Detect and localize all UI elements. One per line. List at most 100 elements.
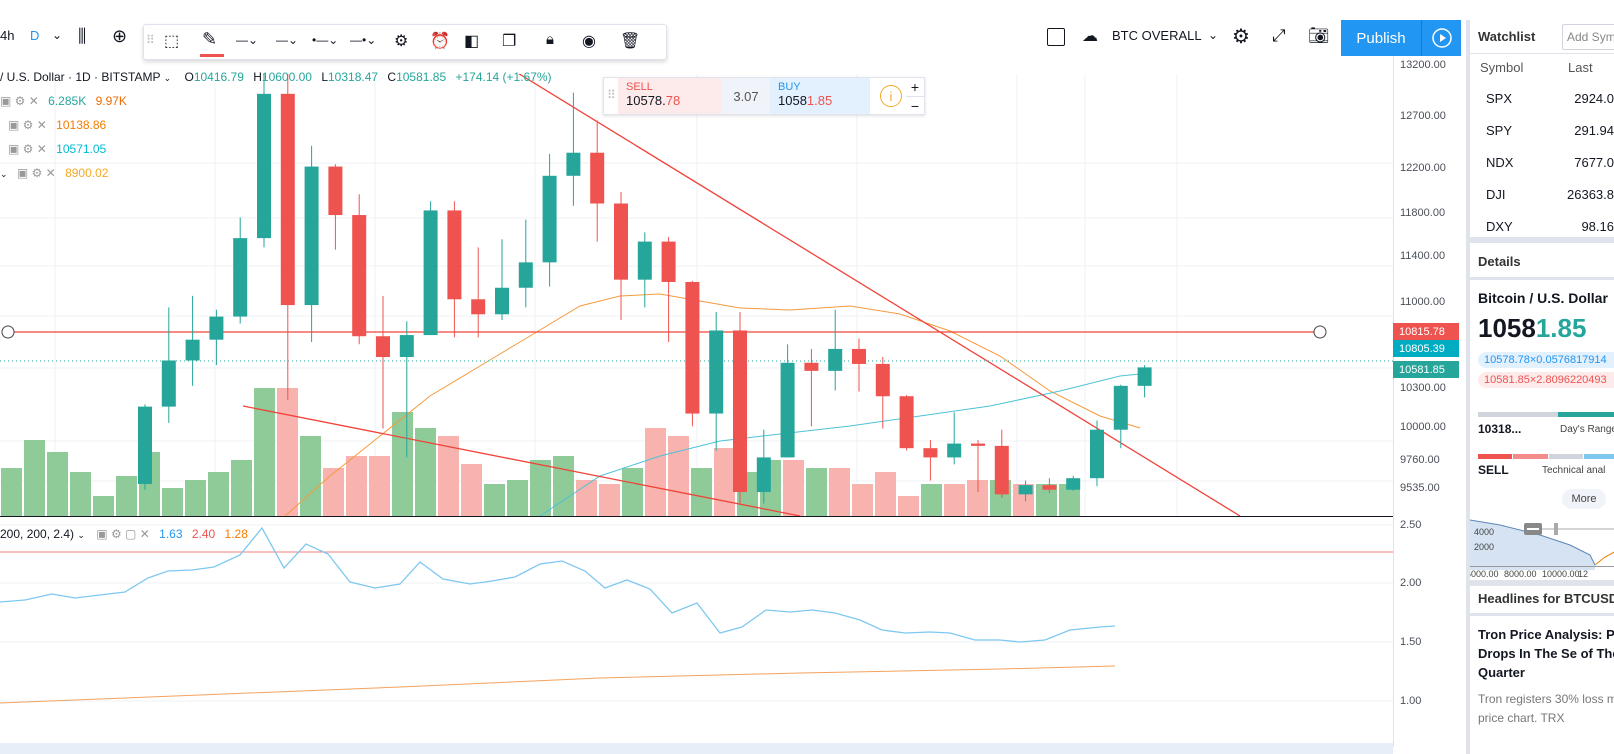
time-axis[interactable] (0, 743, 1393, 754)
clone-icon[interactable]: ❐ (502, 33, 517, 50)
drag-handle-icon[interactable]: ⠿ (146, 33, 155, 47)
candle[interactable] (138, 404, 152, 490)
candle[interactable] (1066, 475, 1081, 491)
trend-line-descending[interactable] (489, 56, 1241, 516)
candle[interactable] (1042, 478, 1057, 494)
chevron-down-icon[interactable]: ⌄ (163, 73, 172, 83)
candle[interactable] (1137, 365, 1152, 398)
sell-button[interactable]: SELL 10578.78 (618, 78, 722, 114)
candle[interactable] (376, 295, 390, 429)
candle[interactable] (971, 440, 985, 493)
candle[interactable] (495, 239, 509, 321)
candle[interactable] (875, 357, 890, 429)
legend-settings-icons[interactable]: ▣ ⚙ ✕ (8, 142, 47, 156)
ma-line-orange[interactable] (284, 293, 1141, 516)
watchlist-row[interactable]: SPX 2924.0 (1470, 82, 1614, 114)
candle-type-icon[interactable]: ⫼ (78, 26, 87, 46)
indicator-settings-icons[interactable]: ▣ ⚙ ▢ ✕ (96, 527, 150, 541)
drag-handle-icon[interactable]: ⠿ (607, 88, 616, 102)
candle[interactable] (828, 309, 843, 391)
candle[interactable] (661, 236, 676, 342)
candle[interactable] (352, 194, 367, 345)
candle[interactable] (542, 153, 557, 287)
line-handle-left[interactable] (1, 325, 15, 339)
legend-settings-icons[interactable]: ▣ ⚙ ✕ (8, 118, 47, 132)
pencil-icon[interactable]: ✎ (202, 29, 218, 49)
chevron-down-icon[interactable]: ⌄ (77, 530, 85, 540)
qty-minus-button[interactable]: − (906, 96, 924, 114)
candle[interactable] (923, 440, 938, 481)
select-area-icon[interactable]: ⬚ (164, 33, 180, 50)
candle[interactable] (209, 309, 224, 366)
candle[interactable] (1113, 384, 1128, 449)
line-dash-icon[interactable]: •—⌄ (312, 33, 339, 47)
add-indicator-icon[interactable]: ⊕ (112, 26, 128, 46)
candle[interactable] (994, 429, 1009, 498)
line-end-icon[interactable]: —•⌄ (350, 33, 377, 47)
indicator-axis[interactable]: 2.50 2.00 1.50 1.00 (1393, 517, 1460, 747)
candle[interactable] (804, 348, 819, 427)
layers-icon[interactable]: ◧ (464, 33, 480, 50)
col-last[interactable]: Last (1568, 60, 1593, 75)
trend-line-lower[interactable] (242, 405, 801, 516)
candle[interactable] (852, 338, 866, 392)
price-axis[interactable]: 13200.00 12700.00 12200.00 11800.00 11400.00… (1393, 56, 1460, 516)
candle[interactable] (423, 201, 438, 336)
eye-icon[interactable]: ◉ (582, 33, 596, 50)
watchlist-row[interactable]: DJI 26363.8 (1470, 178, 1614, 210)
candle[interactable] (947, 412, 962, 465)
ma-line-teal[interactable] (539, 373, 1141, 516)
camera-icon[interactable]: 📷︎ (1308, 26, 1330, 45)
publish-button[interactable]: Publish (1341, 20, 1421, 56)
qty-plus-button[interactable]: + (910, 79, 920, 95)
layout-name[interactable]: BTC OVERALL (1112, 28, 1202, 43)
pane-separator[interactable] (0, 516, 1393, 517)
candle[interactable] (733, 311, 747, 504)
legend-settings-icons[interactable]: ▣ ⚙ ✕ (0, 94, 39, 108)
candle[interactable] (257, 65, 271, 248)
expand-icon[interactable]: ⤢ (1272, 26, 1286, 45)
line-style-icon[interactable]: —⌄ (236, 33, 259, 47)
interval-chevron-icon[interactable]: ⌄ (52, 28, 63, 42)
candle[interactable] (1090, 420, 1104, 487)
line-width-icon[interactable]: —⌄ (276, 33, 299, 47)
candle[interactable] (161, 307, 176, 423)
candle[interactable] (328, 164, 343, 250)
add-symbol-input[interactable]: Add Sym (1562, 24, 1614, 50)
interval-d[interactable]: D (30, 28, 40, 43)
indicator-chart[interactable] (0, 517, 1393, 754)
cloud-icon[interactable]: ☁︎ (1082, 28, 1098, 45)
candle[interactable] (447, 201, 462, 338)
headline-title[interactable]: Tron Price Analysis: Price Drops In The … (1478, 627, 1614, 680)
candle[interactable] (685, 280, 700, 427)
candle[interactable] (471, 247, 486, 338)
candle[interactable] (566, 92, 581, 206)
candle[interactable] (280, 65, 295, 400)
candle[interactable] (233, 217, 248, 324)
layout-chevron-icon[interactable]: ⌄ (1208, 28, 1219, 42)
symbol-title[interactable]: / U.S. Dollar · 1D · BITSTAMP (0, 70, 161, 84)
buy-button[interactable]: BUY 10581.85 (770, 78, 870, 114)
info-icon[interactable]: i (880, 85, 902, 107)
candle[interactable] (399, 321, 414, 458)
candle[interactable] (637, 232, 652, 308)
candle[interactable] (709, 311, 724, 451)
candle[interactable] (518, 219, 533, 308)
candle[interactable] (780, 344, 795, 458)
more-button[interactable]: More (1562, 489, 1606, 509)
candle[interactable] (185, 295, 200, 386)
legend-settings-icons[interactable]: ▣ ⚙ ✕ (16, 166, 56, 180)
watchlist-row[interactable]: DXY 98.16 (1470, 210, 1614, 242)
chart-settings-icon[interactable]: ⚙ (1232, 26, 1250, 48)
candle[interactable] (590, 120, 605, 242)
line-handle-right[interactable] (1313, 325, 1327, 339)
settings-gear-icon[interactable]: ⚙ (394, 33, 409, 50)
price-chart[interactable] (0, 56, 1393, 516)
watchlist-row[interactable]: NDX 7677.0 (1470, 146, 1614, 178)
interval-4h[interactable]: 4h (0, 28, 15, 43)
watchlist-row[interactable]: SPY 291.94 (1470, 114, 1614, 146)
candle[interactable] (1018, 480, 1033, 502)
candle[interactable] (756, 429, 771, 504)
lock-icon[interactable]: 🔒︎ (546, 31, 554, 48)
alert-icon[interactable]: ⏰ (430, 33, 450, 50)
